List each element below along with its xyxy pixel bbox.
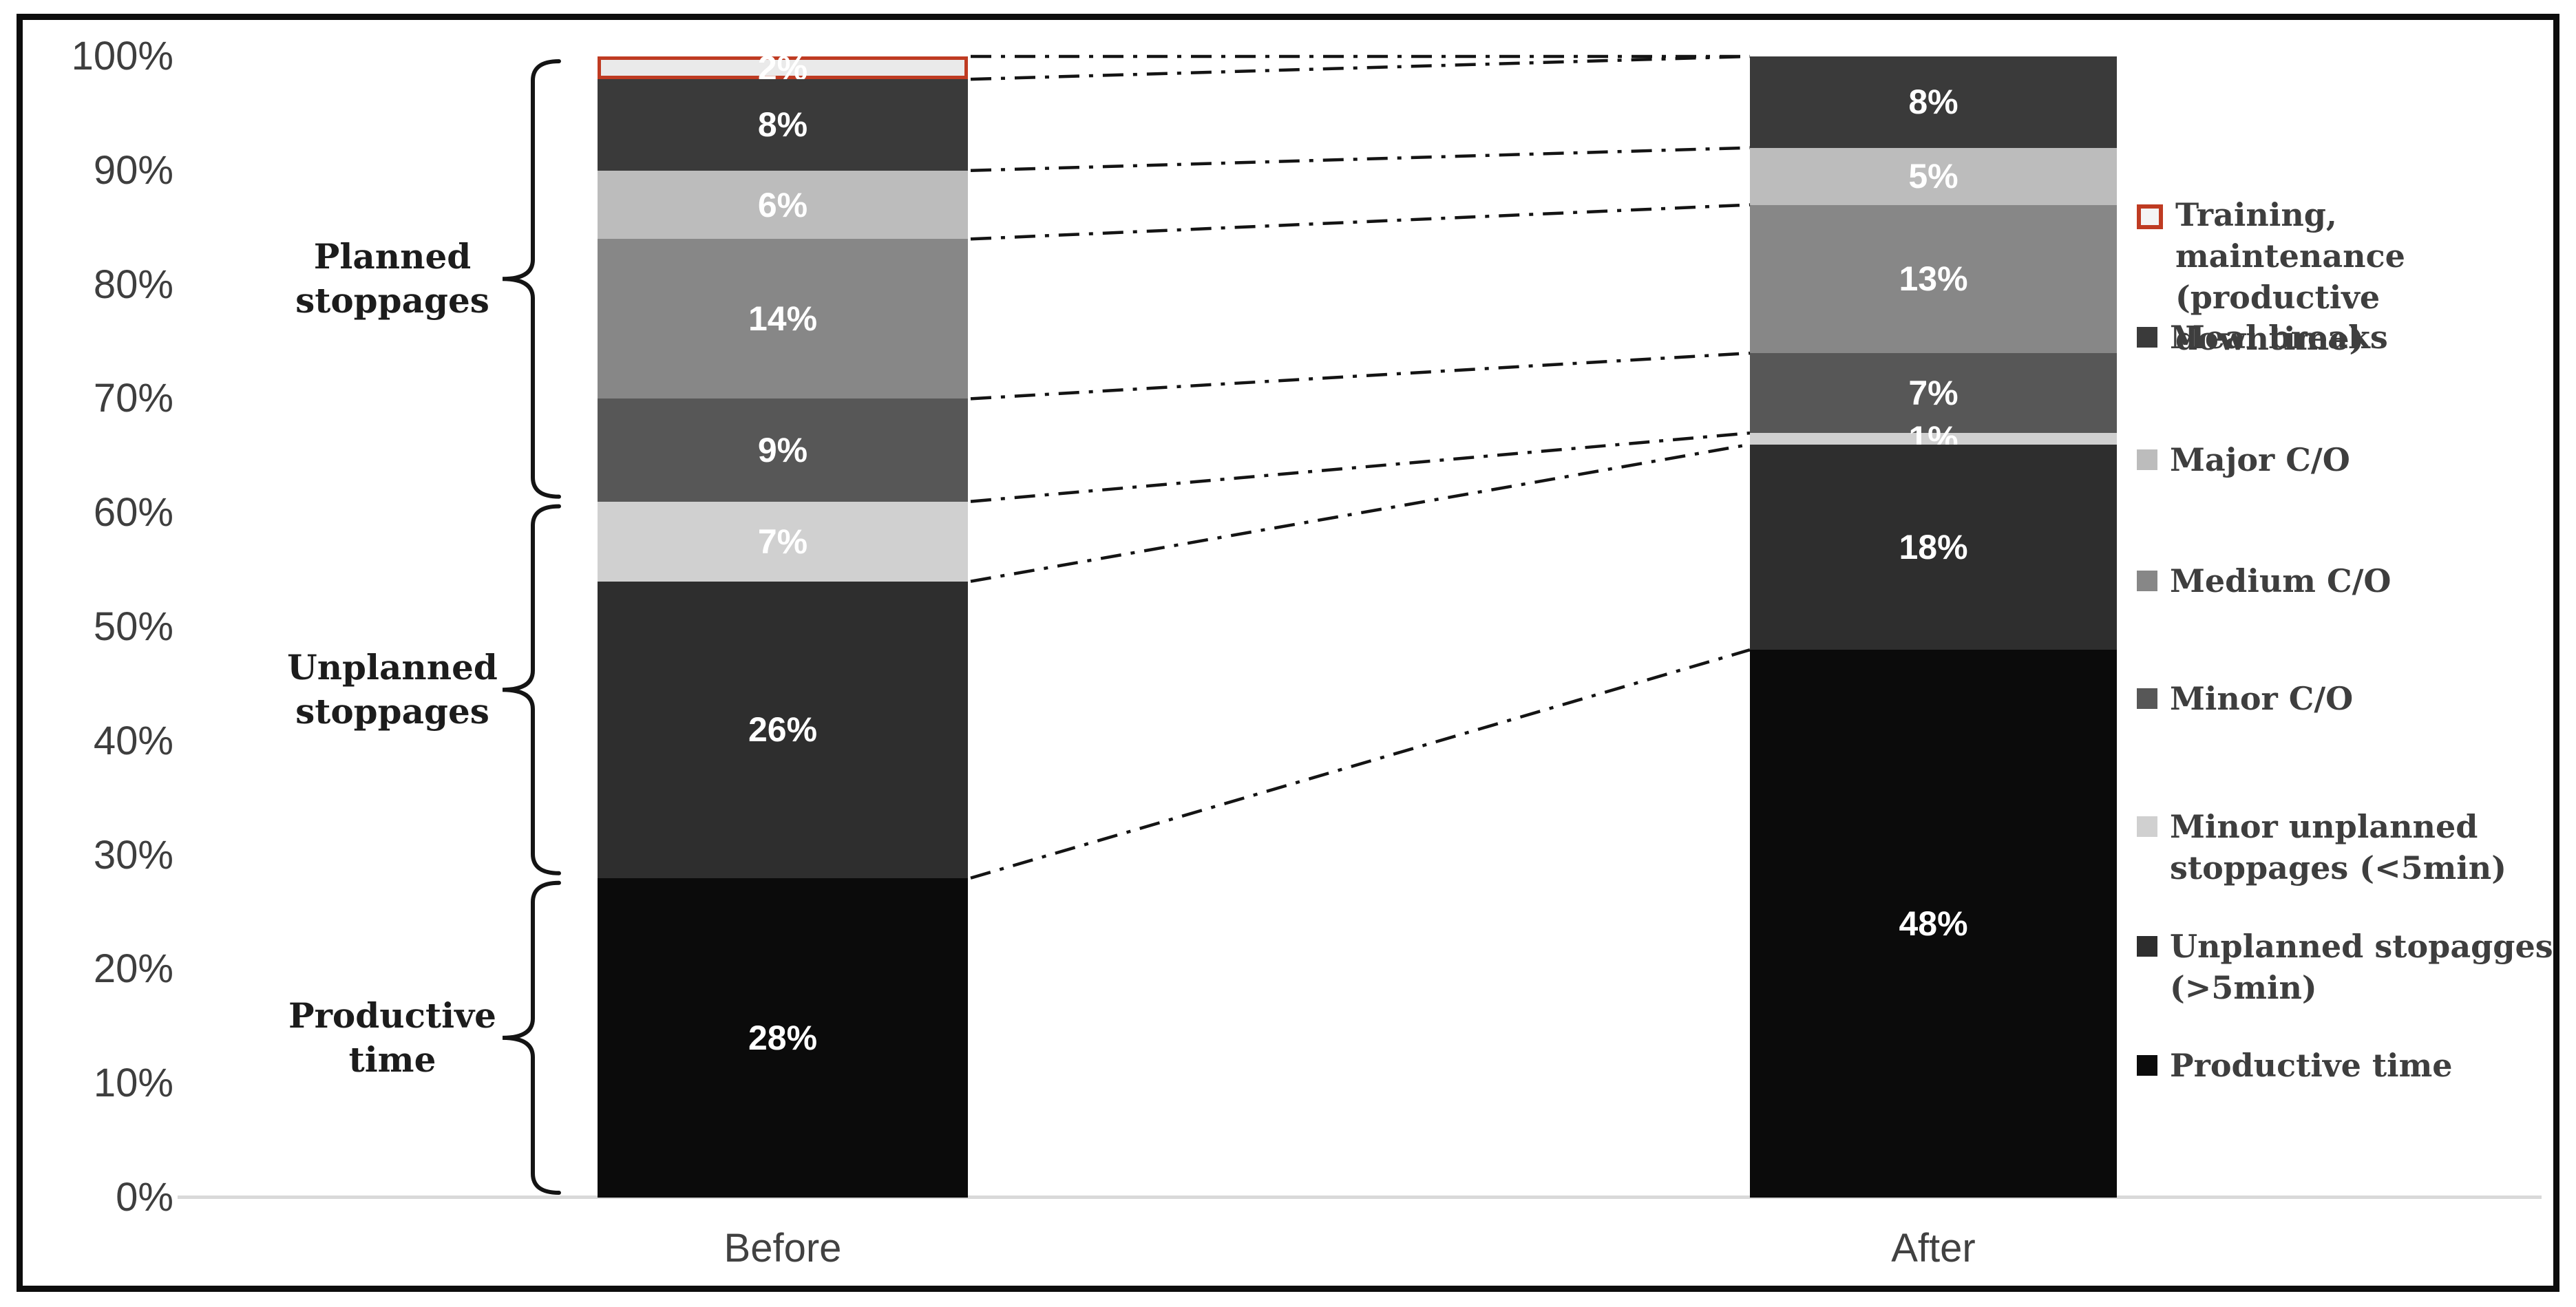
segment-connector-line xyxy=(970,648,1751,880)
bar-segment xyxy=(598,239,968,399)
legend-swatch-icon xyxy=(2137,816,2157,837)
segment-value-label: 18% xyxy=(1899,527,1968,566)
legend-label: Training, maintenance (productive downti… xyxy=(2175,196,2405,357)
legend-label: Unplanned stopagges (>5min) xyxy=(2170,928,2553,1006)
x-axis-label-before: Before xyxy=(724,1226,842,1271)
segment-connector-line xyxy=(970,431,1751,503)
legend-label: Minor C/O xyxy=(2170,680,2354,717)
y-axis-tick-label: 40% xyxy=(93,718,173,763)
legend-swatch-icon xyxy=(2137,571,2157,591)
legend-item: Medium C/O xyxy=(2137,560,2555,602)
y-axis-tick-label: 20% xyxy=(93,946,173,992)
legend-item: Productive time xyxy=(2137,1045,2555,1086)
bar-segment xyxy=(598,399,968,502)
bar-segment xyxy=(1750,433,2117,445)
segment-value-label: 26% xyxy=(748,710,818,750)
legend-item: Training, maintenance (productive downti… xyxy=(2137,194,2561,359)
group-brace xyxy=(502,504,561,875)
segment-value-label: 8% xyxy=(757,105,808,145)
segment-value-label: 7% xyxy=(1908,374,1959,413)
y-axis-tick-label: 100% xyxy=(71,34,173,78)
bar-segment xyxy=(1750,650,2117,1198)
segment-connector-line xyxy=(970,54,1751,81)
legend-label: Meal breaks xyxy=(2170,319,2388,356)
legend-swatch-icon xyxy=(2137,204,2163,229)
bar-segment xyxy=(598,581,968,878)
segment-connector-line xyxy=(970,146,1751,173)
bar-segment xyxy=(1750,56,2117,148)
segment-connector-line xyxy=(970,351,1751,401)
y-axis-tick-label: 90% xyxy=(93,147,173,193)
group-brace xyxy=(502,59,561,499)
y-axis-tick-label: 50% xyxy=(93,604,173,649)
y-axis-tick-label: 60% xyxy=(93,490,173,535)
legend-swatch-icon xyxy=(2137,688,2157,709)
segment-value-label: 6% xyxy=(757,185,808,224)
segment-value-label: 14% xyxy=(748,299,818,339)
legend-swatch-icon xyxy=(2137,1055,2157,1076)
bar-segment xyxy=(1750,204,2117,354)
y-axis-tick-label: 70% xyxy=(93,376,173,421)
segment-value-label: 8% xyxy=(1908,83,1959,122)
legend-item: Minor C/O xyxy=(2137,678,2555,719)
segment-connector-line xyxy=(970,443,1751,583)
bar-segment xyxy=(1750,353,2117,434)
legend-swatch-icon xyxy=(2137,449,2157,470)
y-axis-tick-label: 0% xyxy=(116,1175,173,1220)
legend-item: Major C/O xyxy=(2137,439,2555,480)
bar-segment xyxy=(598,56,968,80)
group-label: Unplanned stoppages xyxy=(287,647,498,732)
bar-segment xyxy=(598,878,968,1198)
segment-value-label: 5% xyxy=(1908,157,1959,196)
bar-segment xyxy=(598,501,968,582)
segment-connector-line xyxy=(970,203,1751,241)
group-brace xyxy=(502,880,561,1195)
group-label: Productive time xyxy=(288,995,496,1080)
segment-value-label: 13% xyxy=(1899,259,1968,299)
bar-segment xyxy=(598,79,968,171)
x-axis-line xyxy=(178,1196,2542,1199)
y-axis-tick-label: 10% xyxy=(93,1061,173,1106)
legend-label: Productive time xyxy=(2170,1047,2453,1084)
legend-label: Minor unplanned stoppages (<5min) xyxy=(2170,808,2506,886)
legend-item: Meal breaks xyxy=(2137,317,2555,358)
legend-label: Medium C/O xyxy=(2170,562,2392,599)
bar-segment xyxy=(598,170,968,240)
legend-item: Unplanned stopagges (>5min) xyxy=(2137,926,2555,1008)
bar-segment xyxy=(1750,147,2117,205)
x-axis-label-after: After xyxy=(1891,1226,1976,1271)
segment-value-label: 9% xyxy=(757,431,808,469)
legend-item: Minor unplanned stoppages (<5min) xyxy=(2137,806,2555,889)
legend-swatch-icon xyxy=(2137,327,2157,348)
bar-segment xyxy=(1750,444,2117,650)
segment-value-label: 48% xyxy=(1899,904,1968,944)
group-label: Planned stoppages xyxy=(295,236,489,321)
segment-value-label: 7% xyxy=(757,522,808,561)
legend-label: Major C/O xyxy=(2170,441,2350,478)
y-axis-tick-label: 30% xyxy=(93,832,173,878)
legend-swatch-icon xyxy=(2137,936,2157,957)
y-axis-tick-label: 80% xyxy=(93,262,173,307)
segment-value-label: 28% xyxy=(748,1018,818,1057)
